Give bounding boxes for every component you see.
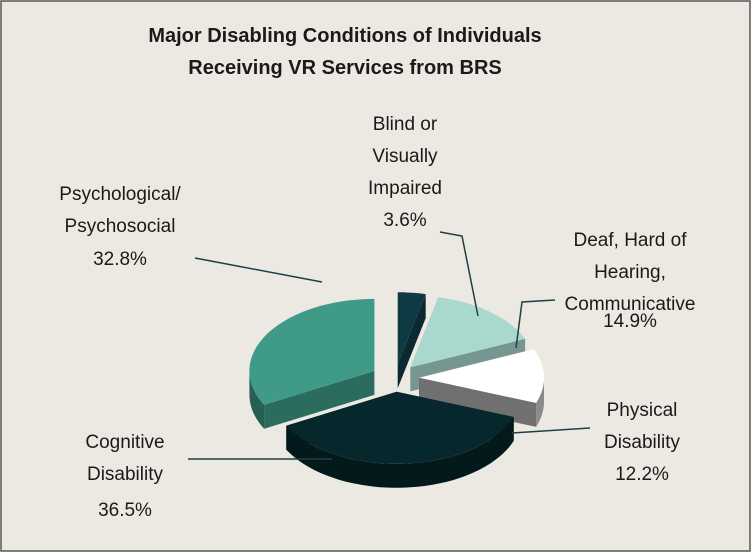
text-line: Communicative <box>565 294 696 315</box>
text-line: 3.6% <box>383 210 426 231</box>
slice-label: Psychological/Psychosocial <box>59 184 181 237</box>
value-label: 32.8% <box>93 249 147 270</box>
slice-side <box>249 370 265 429</box>
slice <box>419 349 544 403</box>
text-line: Receiving VR Services from BRS <box>188 57 501 79</box>
slice-wall <box>397 294 426 389</box>
text-line: Physical <box>607 400 678 421</box>
text-line: Disability <box>604 432 681 453</box>
text-line: 32.8% <box>93 249 147 270</box>
text-line: Disability <box>87 464 164 485</box>
text-line: Psychosocial <box>65 216 176 237</box>
value-label: 36.5% <box>98 500 152 521</box>
text-line: 12.2% <box>615 464 669 485</box>
slice-label: Cognitive Disability <box>85 432 164 485</box>
value-label: 12.2% <box>615 464 669 485</box>
text-line: 36.5% <box>98 500 152 521</box>
leader-line <box>511 427 591 434</box>
slice <box>397 292 426 365</box>
text-line: Impaired <box>368 178 442 199</box>
value-label: 3.6% <box>383 210 426 231</box>
slice-wall <box>419 377 537 427</box>
text-line: Visually <box>372 146 438 167</box>
value-label: 14.9% <box>603 311 657 332</box>
text-line: Psychological/ <box>59 184 181 205</box>
text-line: Hearing, <box>594 262 666 283</box>
slice <box>410 297 526 368</box>
text-line: Major Disabling Conditions of Individual… <box>148 25 541 47</box>
slice-side <box>536 377 544 427</box>
text-line: 14.9% <box>603 311 657 332</box>
slice-label: Blind or Visually Impaired <box>368 114 442 199</box>
slice-label: Physical Disability <box>604 400 681 453</box>
text-line: Deaf, Hard of <box>574 230 688 251</box>
slice <box>286 391 514 464</box>
chart-title: Major Disabling Conditions of Individual… <box>148 25 541 79</box>
slice-wall <box>264 370 375 429</box>
leader-line <box>515 299 556 349</box>
slice <box>249 298 375 405</box>
text-line: Cognitive <box>85 432 164 453</box>
leader-line <box>439 231 479 317</box>
slice-side <box>286 417 514 488</box>
leader-line <box>194 257 323 283</box>
text-line: Blind or <box>373 114 438 135</box>
slice-label: Deaf, Hard of Hearing, Communicative <box>565 230 696 315</box>
